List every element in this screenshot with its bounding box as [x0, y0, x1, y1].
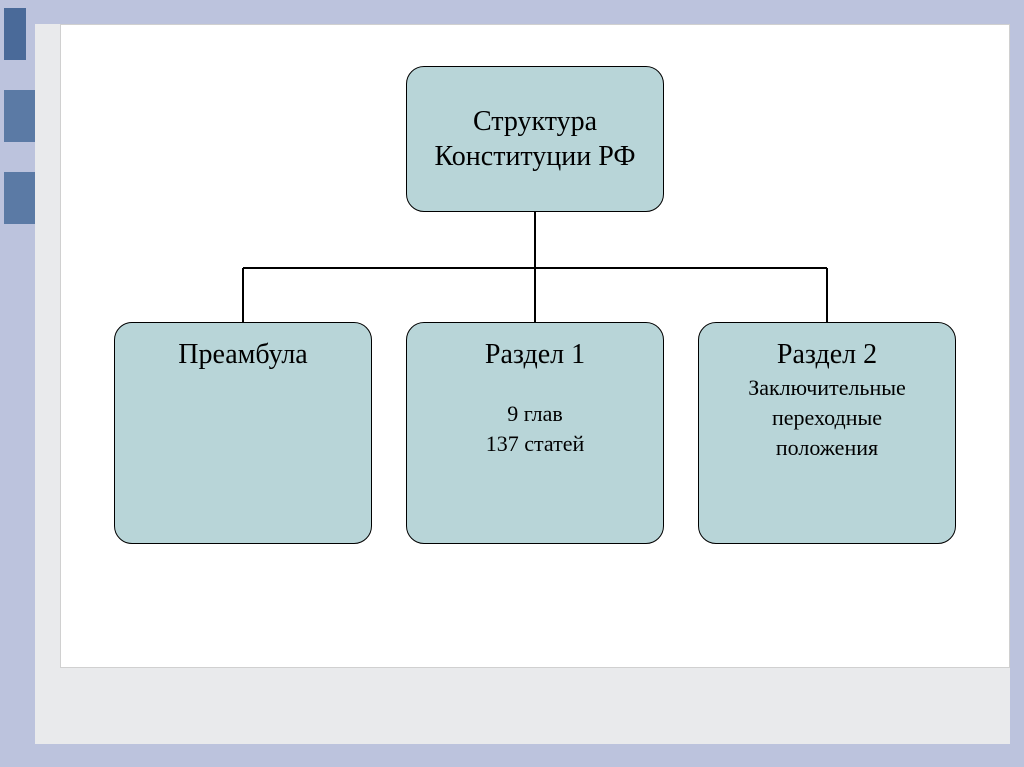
node-child: Раздел 1 9 глав 137 статей: [406, 322, 664, 544]
node-subtitle-line: положения: [776, 433, 878, 463]
node-title-line: Структура: [473, 104, 597, 139]
node-child: Преамбула: [114, 322, 372, 544]
node-subtitle-line: Заключительные: [748, 373, 906, 403]
accent-bar: [4, 8, 26, 60]
node-root: Структура Конституции РФ: [406, 66, 664, 212]
node-subtitle-line: переходные: [772, 403, 882, 433]
node-title: Преамбула: [178, 337, 308, 373]
node-subtitle-line: 9 глав: [507, 399, 563, 429]
node-title: Раздел 2: [777, 337, 877, 373]
node-subtitle-line: 137 статей: [486, 429, 585, 459]
tree-diagram: Структура Конституции РФ Преамбула Разде…: [60, 24, 1010, 668]
node-title-line: Конституции РФ: [435, 139, 636, 174]
node-child: Раздел 2 Заключительные переходные полож…: [698, 322, 956, 544]
node-title: Раздел 1: [485, 337, 585, 373]
